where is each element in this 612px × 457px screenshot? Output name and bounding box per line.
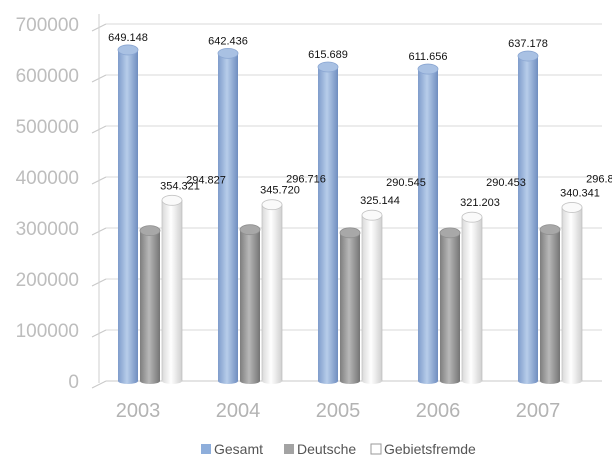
legend-swatch-gesamt (201, 444, 211, 454)
data-label-deutsche: 290.453 (486, 177, 526, 189)
bar-top (261, 199, 283, 211)
bar-top (239, 224, 261, 236)
y-tick-label: 600000 (16, 66, 79, 87)
bar-base (262, 378, 282, 384)
bar-top (139, 225, 161, 237)
bar-base (340, 378, 360, 384)
x-tick-label: 2004 (216, 400, 261, 422)
y-tick-mark (91, 380, 107, 389)
bar-deutsche-2007 (540, 229, 560, 381)
bar-gebietsfremde-2006 (461, 216, 483, 382)
y-tick-label: 100000 (16, 321, 79, 342)
data-label-gesamt: 611.656 (409, 51, 448, 63)
bar-base (218, 378, 238, 384)
bar-top (217, 47, 239, 59)
data-label-gesamt: 637.178 (508, 38, 548, 50)
bar-deutsche-2003 (140, 230, 160, 381)
data-label-gebietsfremde: 325.144 (360, 195, 400, 207)
bar-base (562, 378, 582, 384)
bar-deutsche-2006 (440, 232, 460, 381)
bar-gesamt-2005 (318, 66, 338, 382)
bar-gesamt-2007 (518, 56, 538, 382)
bars (117, 44, 583, 384)
y-axis: 0 100000 200000 300000 400000 500000 600000 700… (16, 15, 79, 393)
legend: Gesamt Deutsche Gebietsfremde (201, 441, 476, 457)
y-tick-label: 200000 (16, 270, 79, 291)
bar-top (317, 61, 339, 73)
bar-top (117, 44, 139, 56)
bar-base (318, 378, 338, 384)
legend-label-gesamt: Gesamt (214, 441, 263, 457)
bar-gesamt-2006 (418, 69, 438, 381)
bar-gesamt-2003 (118, 49, 138, 382)
data-label-gebietsfremde: 354.321 (160, 180, 200, 192)
x-tick-label: 2007 (516, 400, 561, 422)
data-label-deutsche: 296.716 (286, 174, 326, 186)
bar-base (462, 378, 482, 384)
bar-gebietsfremde-2005 (361, 214, 383, 382)
bar-top (539, 224, 561, 236)
bar-base (440, 378, 460, 384)
data-label-gesamt: 649.148 (108, 32, 148, 44)
bar-gebietsfremde-2007 (561, 207, 583, 382)
bar-deutsche-2005 (340, 232, 360, 381)
y-tick-label: 500000 (16, 117, 79, 138)
legend-swatch-gebietsfremde (370, 443, 382, 455)
data-label-gebietsfremde: 340.341 (560, 187, 600, 199)
x-tick-label: 2005 (316, 400, 361, 422)
legend-label-deutsche: Deutsche (297, 441, 356, 457)
bar-top (461, 211, 483, 223)
y-tick-label: 700000 (16, 15, 79, 36)
bar-top (361, 209, 383, 221)
x-axis: 2003 2004 2005 2006 2007 (116, 400, 561, 422)
y-tick-label: 400000 (16, 168, 79, 189)
legend-swatch-deutsche (284, 444, 294, 454)
bar-base (118, 378, 138, 384)
bar-base (362, 378, 382, 384)
bar-base (162, 378, 182, 384)
data-label-gesamt: 642.436 (208, 35, 248, 47)
bar-gebietsfremde-2004 (261, 204, 283, 382)
bar-top (161, 194, 183, 206)
bar-base (540, 378, 560, 384)
bar-base (140, 378, 160, 384)
bar-top (561, 202, 583, 213)
bar-deutsche-2004 (240, 229, 260, 381)
bar-top (339, 227, 361, 239)
data-label-deutsche: 294.827 (186, 175, 226, 187)
data-label-deutsche: 296.837 (586, 174, 612, 186)
data-label-gebietsfremde: 345.720 (260, 185, 300, 197)
data-label-deutsche: 290.545 (386, 177, 426, 189)
x-tick-label: 2006 (416, 400, 461, 422)
x-tick-label: 2003 (116, 400, 161, 422)
bar-top (439, 227, 461, 239)
bar-gebietsfremde-2003 (161, 199, 183, 382)
y-tick-label: 0 (68, 372, 79, 393)
data-label-gesamt: 615.689 (308, 49, 348, 61)
bar-top (417, 63, 439, 75)
data-label-gebietsfremde: 321.203 (460, 197, 500, 209)
y-tick-label: 300000 (16, 219, 79, 240)
bar-gesamt-2004 (218, 53, 238, 382)
bar-top (517, 50, 539, 62)
bar-base (518, 378, 538, 384)
bar-base (240, 378, 260, 384)
bar-base (418, 378, 438, 384)
legend-label-gebietsfremde: Gebietsfremde (384, 441, 476, 457)
